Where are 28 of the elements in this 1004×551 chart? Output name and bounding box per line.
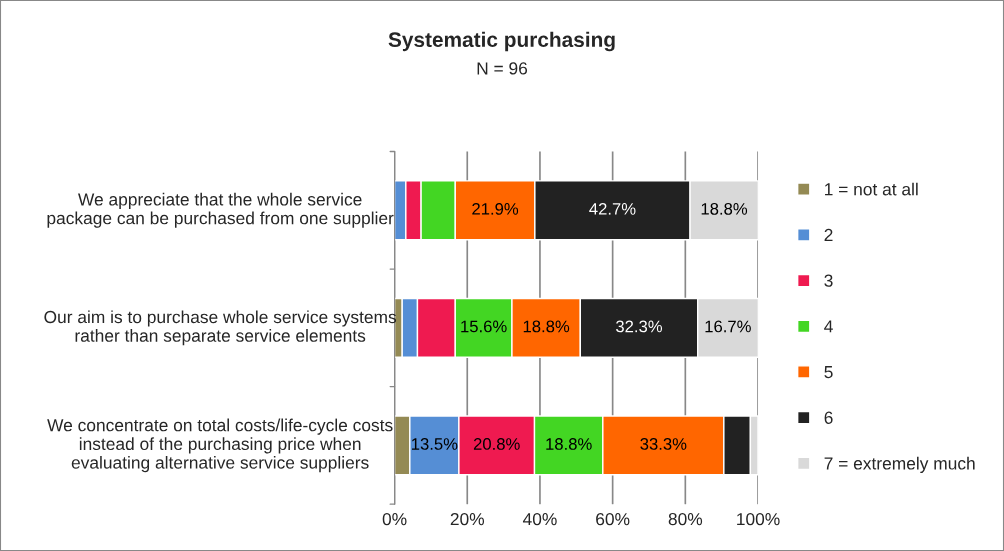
data-label: 32.3% (616, 320, 663, 333)
legend-label: 1 = not at all (825, 182, 918, 196)
data-label: 21.9% (472, 202, 519, 215)
data-label: 42.7% (589, 202, 636, 215)
chart-title: Systematic purchasing (388, 31, 615, 52)
legend-label: 5 (824, 366, 833, 379)
data-label: 33.3% (640, 438, 687, 450)
y-tick-label: We concentrate on total costs/life-cycle costs instead of the purchasing price when evaluating alternative service suppliers (47, 418, 393, 473)
x-tick-label: 80% (668, 512, 703, 526)
x-tick-label: 20% (450, 512, 485, 526)
data-label: 20.8% (473, 438, 520, 450)
legend-label: 2 (824, 228, 833, 241)
data-label: 18.8% (523, 320, 570, 333)
y-tick-label: We appreciate that the whole service package can be purchased from one supplier (47, 192, 394, 228)
data-label: 18.8% (701, 202, 748, 215)
legend-label: 4 (824, 320, 833, 333)
data-label: 13.5% (412, 438, 458, 450)
data-label: 16.7% (705, 320, 751, 333)
x-tick-label: 60% (596, 512, 630, 526)
x-tick-label: 100% (737, 512, 780, 526)
legend-label: 6 (824, 411, 833, 424)
x-tick-label: 0% (382, 512, 407, 526)
data-label: 15.6% (461, 320, 507, 333)
x-tick-label: 40% (522, 512, 557, 526)
legend-label: 3 (824, 274, 833, 287)
chart-subtitle: N = 96 (477, 62, 528, 75)
data-label: 18.8% (546, 438, 592, 450)
legend-label: 7 = extremely much (824, 456, 975, 474)
